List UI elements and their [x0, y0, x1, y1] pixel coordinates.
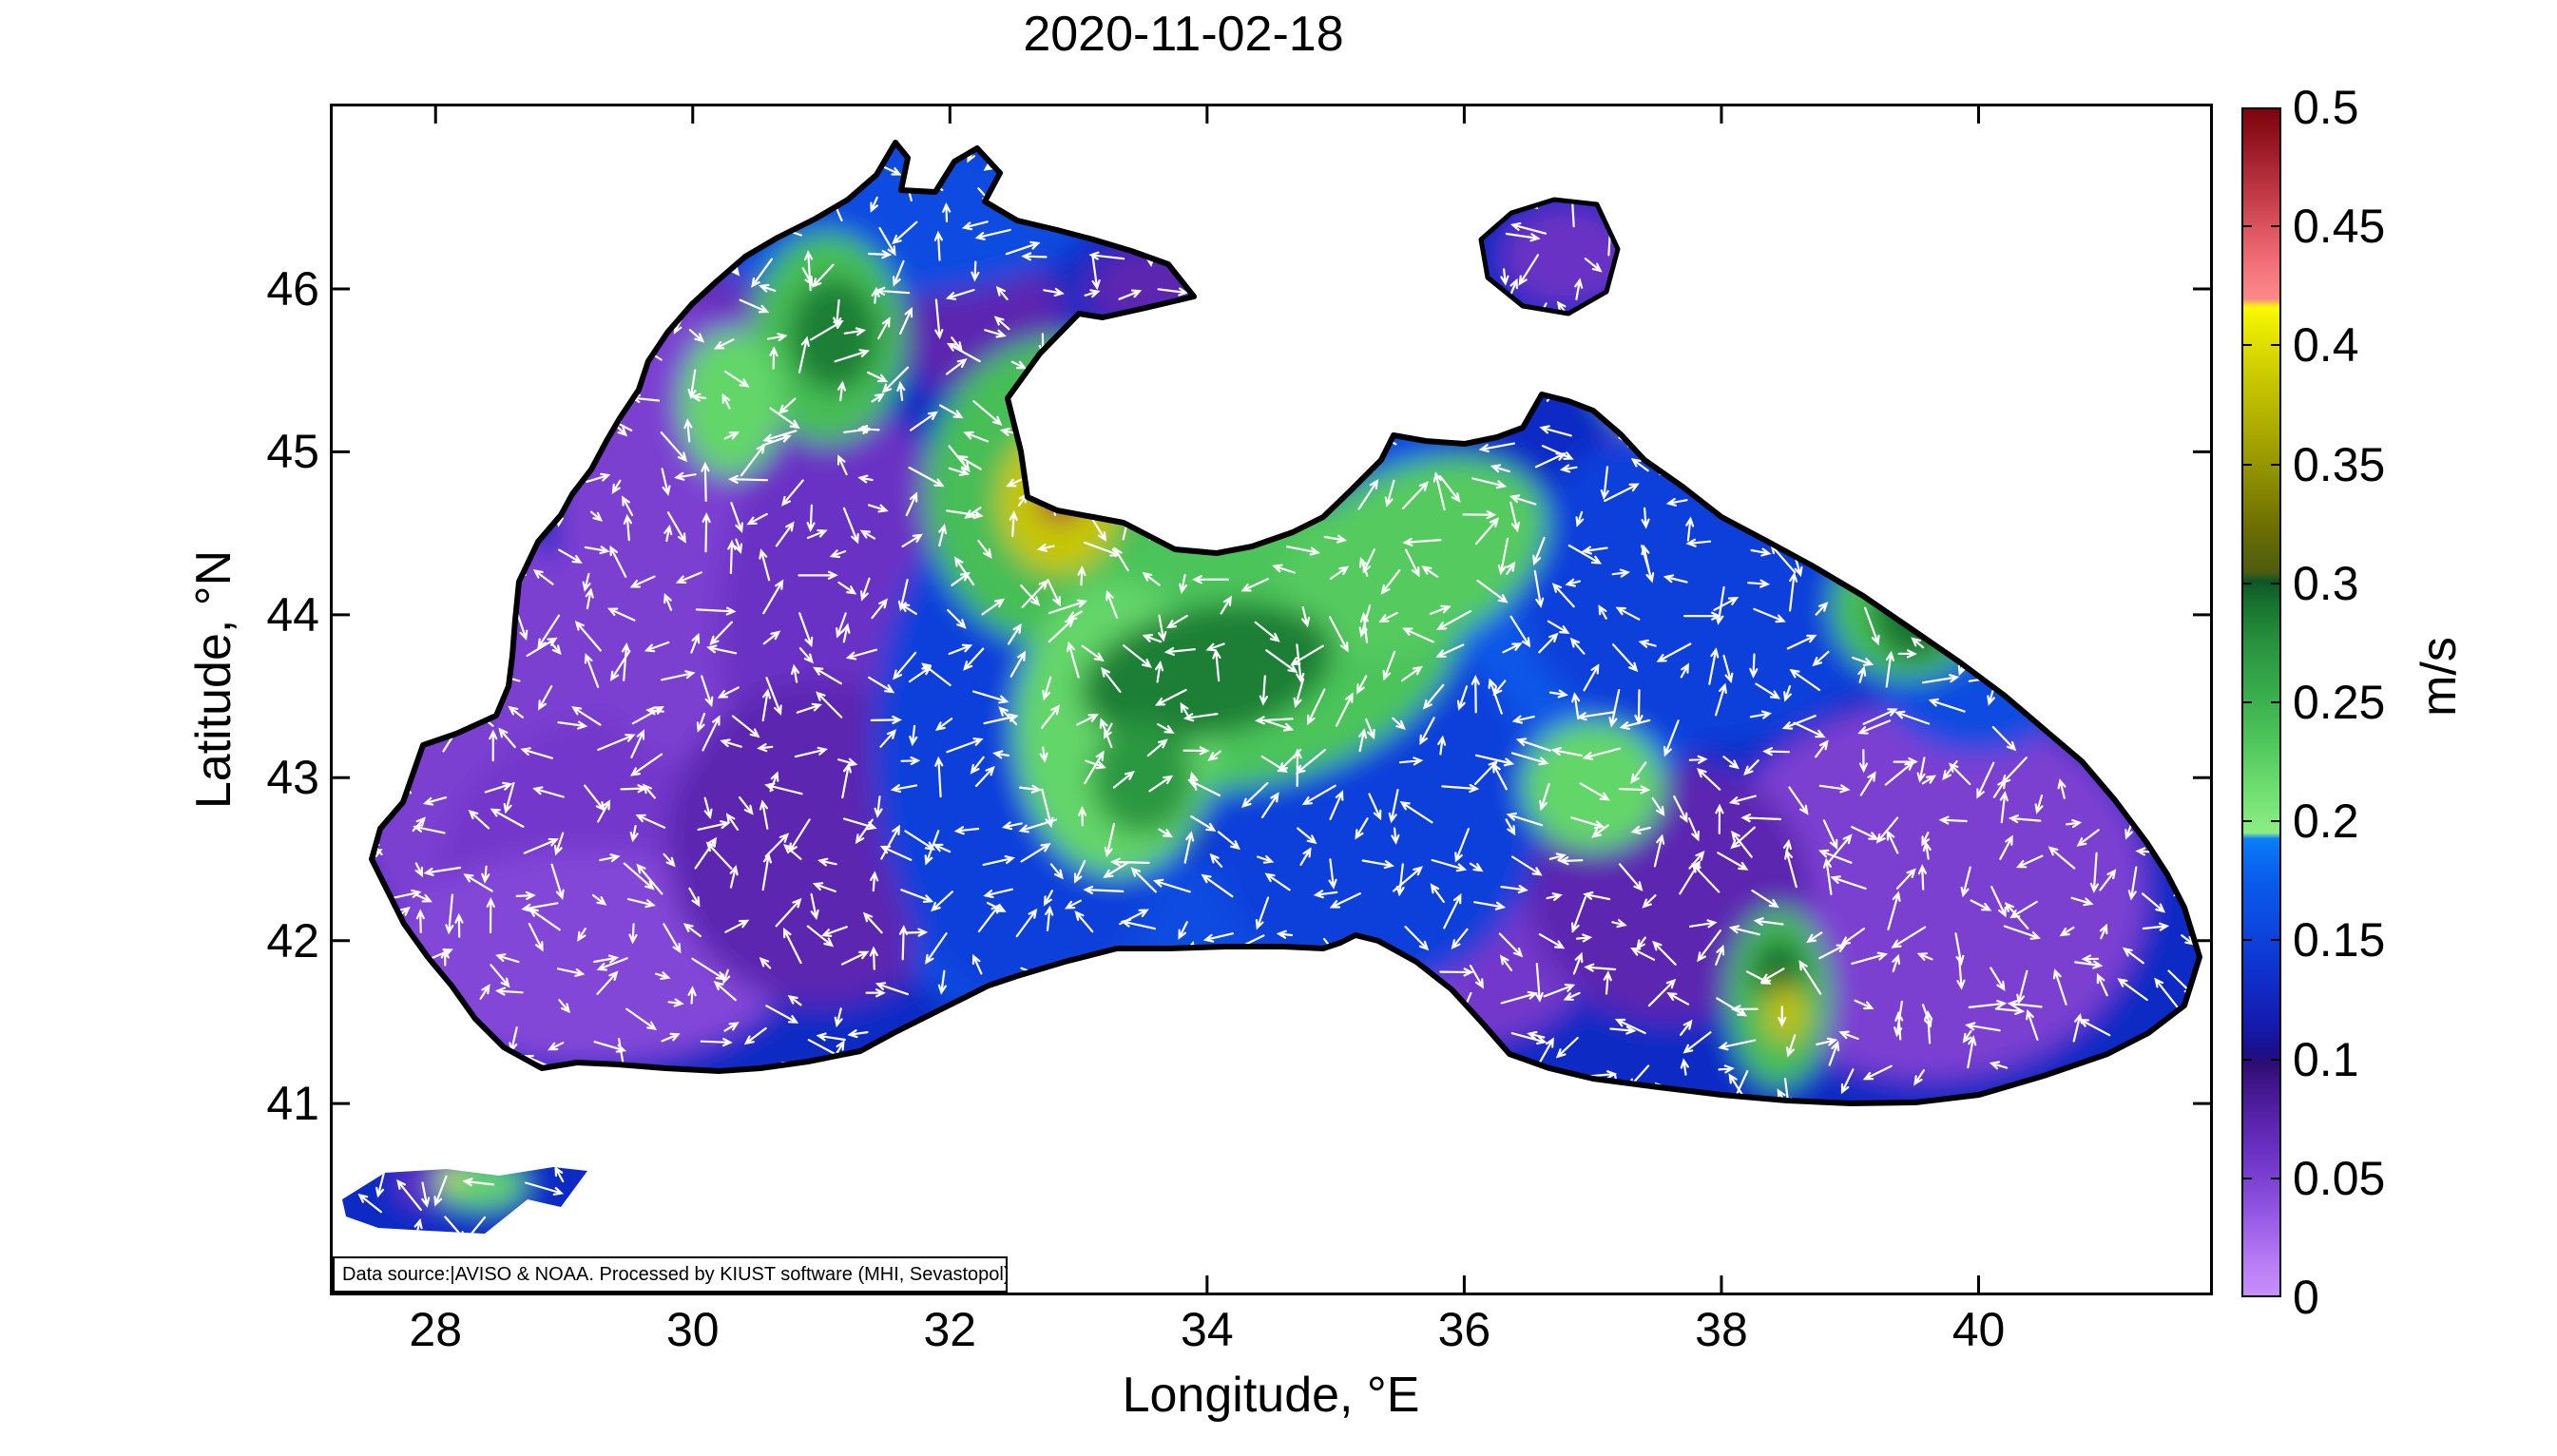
x-tick-label: 40 [1951, 1303, 2006, 1356]
colorbar-tick-mark [2241, 701, 2252, 703]
colorbar-tick-label: 0.3 [2293, 556, 2359, 610]
colorbar-tick-label: 0.25 [2293, 676, 2386, 729]
x-tick-label: 38 [1695, 1303, 1748, 1356]
colorbar-tick-mark [2241, 463, 2252, 466]
colorbar-tick-label: 0.2 [2293, 795, 2359, 849]
colorbar-tick-label: 0.4 [2293, 318, 2359, 373]
x-tick-label: 30 [665, 1303, 720, 1356]
x-tick-label: 28 [409, 1303, 463, 1356]
coastline-azov-fragment [1478, 197, 1621, 316]
colorbar-tick-mark [2241, 344, 2252, 347]
colorbar-tick-label: 0.45 [2293, 200, 2386, 254]
y-tick-label: 43 [266, 751, 319, 805]
colorbar-tick-mark [2271, 463, 2281, 466]
colorbar-tick-mark [2241, 820, 2252, 823]
chart-title: 2020-11-02-18 [1023, 7, 1344, 62]
y-tick-label: 42 [266, 913, 319, 967]
colorbar-tick-mark [2241, 1177, 2252, 1179]
data-source-annotation: Data source:|AVISO & NOAA. Processed by … [333, 1256, 1008, 1293]
colorbar-tick-label: 0.5 [2293, 81, 2359, 134]
y-tick-label: 41 [266, 1077, 319, 1131]
map-plot-area [330, 104, 2213, 1295]
x-tick-label: 34 [1181, 1303, 1234, 1356]
colorbar-tick-mark [2241, 225, 2252, 228]
colorbar-tick-mark [2271, 820, 2281, 823]
colorbar-tick-label: 0.1 [2293, 1032, 2359, 1086]
colorbar-tick-mark [2271, 582, 2281, 584]
colorbar-tick-label: 0.15 [2293, 913, 2386, 967]
y-tick-label: 44 [266, 587, 319, 642]
colorbar-tick-mark [2271, 1058, 2281, 1061]
coastline-black-sea [369, 140, 2202, 1106]
colorbar-tick-mark [2271, 939, 2281, 942]
colorbar-tick-mark [2241, 939, 2252, 942]
colorbar-tick-mark [2271, 344, 2281, 347]
colorbar-tick-mark [2271, 1177, 2281, 1179]
colorbar-tick-label: 0.05 [2293, 1151, 2386, 1205]
colorbar-tick-mark [2271, 225, 2281, 228]
colorbar-units-label: m/s [2412, 637, 2467, 717]
x-tick-label: 32 [923, 1303, 977, 1356]
x-tick-label: 36 [1437, 1303, 1491, 1356]
colorbar-tick-mark [2241, 1058, 2252, 1061]
y-tick-label: 46 [266, 262, 319, 316]
x-axis-label: Longitude, °E [1122, 1368, 1420, 1423]
black-sea-current-map [333, 106, 2210, 1293]
colorbar-tick-label: 0 [2293, 1271, 2319, 1324]
colorbar-tick-mark [2271, 701, 2281, 703]
colorbar-tick-mark [2241, 582, 2252, 584]
colorbar-tick-label: 0.35 [2293, 437, 2386, 491]
y-tick-label: 45 [266, 425, 319, 479]
